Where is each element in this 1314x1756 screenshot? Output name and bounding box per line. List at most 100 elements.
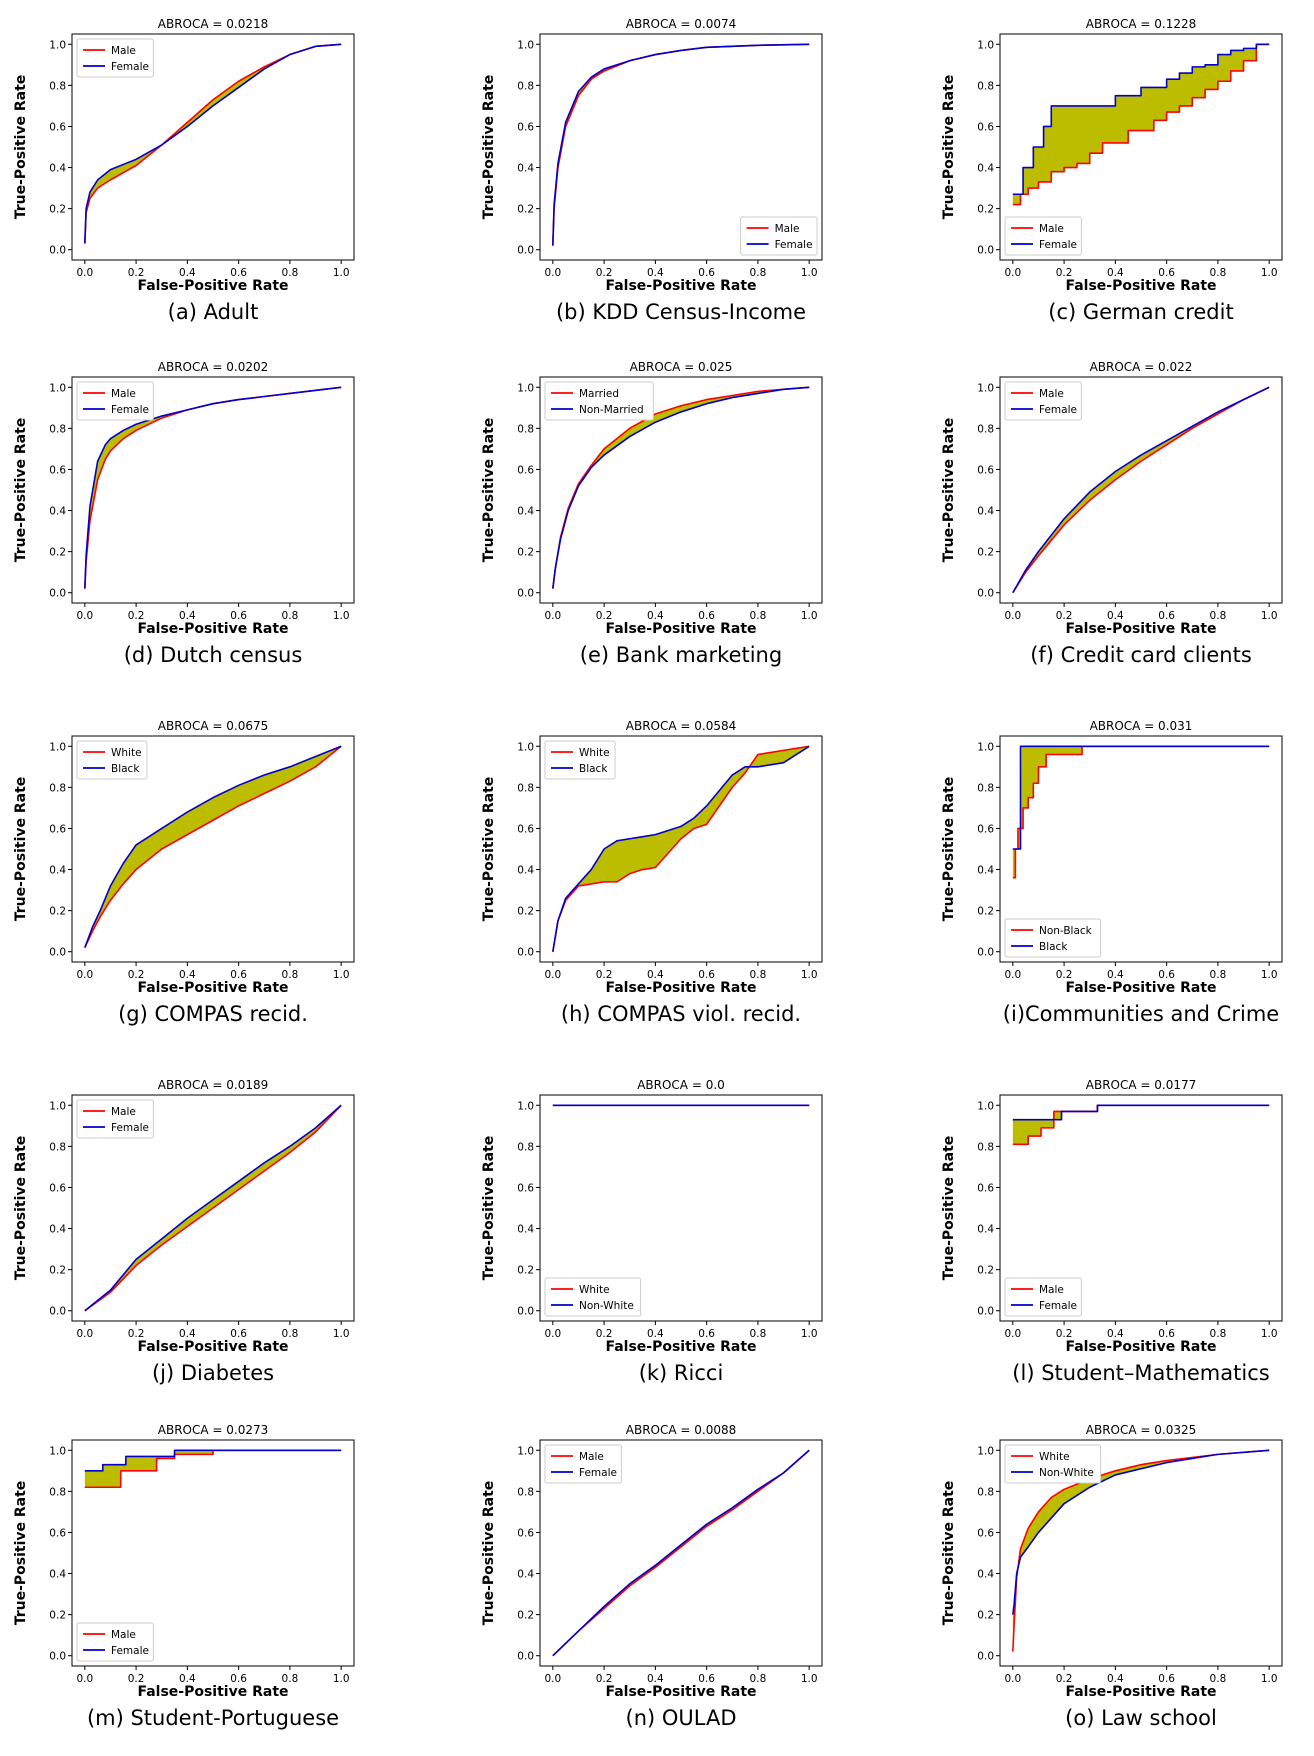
legend-box xyxy=(1004,1444,1102,1484)
x-tick-label: 0.2 xyxy=(1056,1673,1073,1685)
y-tick-label: 1.0 xyxy=(977,741,994,753)
x-tick-label: 1.0 xyxy=(1261,1673,1278,1685)
panel-title: ABROCA = 0.022 xyxy=(1090,360,1193,374)
panel-c: ABROCA = 0.1228 0.0 0.2 0.4 0.6 0.8 1.0 0.0 0.2 0… xyxy=(941,17,1283,324)
x-tick-label: 0.6 xyxy=(698,610,715,622)
y-tick-label: 0.8 xyxy=(49,782,66,794)
x-tick-label: 0.0 xyxy=(76,1328,93,1340)
panel-k: ABROCA = 0.0 0.0 0.2 0.4 0.6 0.8 1.0 0.0 0.2 0.4 0… xyxy=(481,1078,823,1385)
legend: Male Female xyxy=(1004,216,1082,256)
panel-caption: (o) Law school xyxy=(1065,1706,1217,1730)
axes-frame xyxy=(71,1094,355,1322)
legend-entry: Non-White xyxy=(579,1300,634,1312)
panel-title: ABROCA = 0.025 xyxy=(630,360,733,374)
series-line-group-a xyxy=(1012,745,1270,879)
x-tick-label: 0.0 xyxy=(76,969,93,981)
x-tick-label: 0.0 xyxy=(544,1328,561,1340)
legend-box xyxy=(740,216,818,256)
series-line-group-b xyxy=(84,43,342,244)
y-tick-label: 0.4 xyxy=(977,1569,994,1581)
series-line-group-b xyxy=(552,386,810,589)
y-tick-label: 0.0 xyxy=(977,1651,994,1663)
x-axis-label: False-Positive Rate xyxy=(605,621,756,637)
x-tick-label: 0.2 xyxy=(128,610,145,622)
panel-caption: (g) COMPAS recid. xyxy=(118,1002,308,1026)
legend-entry: Female xyxy=(1039,404,1077,416)
panel-b: ABROCA = 0.0074 0.0 0.2 0.4 0.6 0.8 1.0 0.0 0.2 0… xyxy=(481,17,823,324)
x-tick-label: 0.2 xyxy=(1056,610,1073,622)
x-tick-label: 1.0 xyxy=(333,267,350,279)
x-axis-label: False-Positive Rate xyxy=(137,278,288,294)
panel-title: ABROCA = 0.0 xyxy=(637,1078,725,1092)
x-tick-label: 0.2 xyxy=(596,1673,613,1685)
series-line-group-b xyxy=(1012,1104,1270,1121)
legend: White Black xyxy=(544,740,616,780)
x-tick-label: 0.2 xyxy=(1056,267,1073,279)
legend-entry: Male xyxy=(1039,1284,1064,1296)
y-tick-label: 0.8 xyxy=(977,80,994,92)
y-tick-label: 0.6 xyxy=(977,464,994,476)
series-line-group-a xyxy=(552,1449,810,1657)
y-axis-label: True-Positive Rate xyxy=(13,418,29,563)
x-tick-label: 0.8 xyxy=(1210,969,1227,981)
y-axis-label: True-Positive Rate xyxy=(481,1481,497,1626)
y-tick-label: 0.8 xyxy=(49,1141,66,1153)
legend-box xyxy=(76,740,148,780)
y-tick-label: 0.0 xyxy=(49,947,66,959)
x-axis-label: False-Positive Rate xyxy=(1065,1684,1216,1700)
x-tick-label: 0.4 xyxy=(1107,969,1124,981)
x-axis-label: False-Positive Rate xyxy=(605,1339,756,1355)
axes-frame xyxy=(539,33,823,261)
y-tick-label: 0.4 xyxy=(977,163,994,175)
y-tick-label: 0.8 xyxy=(517,1141,534,1153)
panel-caption: (c) German credit xyxy=(1048,300,1233,324)
y-tick-label: 0.2 xyxy=(517,547,534,559)
series-line-group-a xyxy=(84,1104,342,1312)
legend-box xyxy=(76,38,154,78)
y-tick-label: 0.4 xyxy=(517,506,534,518)
panel-caption: (k) Ricci xyxy=(639,1361,724,1385)
x-tick-label: 0.4 xyxy=(1107,610,1124,622)
y-tick-label: 1.0 xyxy=(977,1100,994,1112)
x-tick-label: 0.8 xyxy=(282,1673,299,1685)
y-tick-label: 1.0 xyxy=(517,382,534,394)
panel-title: ABROCA = 0.0218 xyxy=(158,17,268,31)
panel-l: ABROCA = 0.0177 0.0 0.2 0.4 0.6 0.8 1.0 0.0 0.2 0… xyxy=(941,1078,1283,1385)
x-axis-label: False-Positive Rate xyxy=(1065,1339,1216,1355)
abroca-fill-region xyxy=(1012,746,1270,878)
y-tick-label: 0.0 xyxy=(977,588,994,600)
axes-frame xyxy=(71,735,355,963)
y-tick-label: 1.0 xyxy=(517,741,534,753)
legend-entry: White xyxy=(579,1284,610,1296)
y-axis-label: True-Positive Rate xyxy=(481,75,497,220)
y-tick-label: 0.0 xyxy=(977,245,994,257)
panel-j: ABROCA = 0.0189 0.0 0.2 0.4 0.6 0.8 1.0 0.0 0.2 0… xyxy=(13,1078,355,1385)
y-tick-label: 0.2 xyxy=(977,1265,994,1277)
legend-entry: Non-Married xyxy=(579,404,644,416)
series-line-group-b xyxy=(1012,745,1270,850)
y-tick-label: 0.8 xyxy=(517,80,534,92)
legend-entry: Male xyxy=(1039,223,1064,235)
y-tick-label: 0.0 xyxy=(517,245,534,257)
y-tick-label: 0.4 xyxy=(977,865,994,877)
y-tick-label: 0.4 xyxy=(49,1569,66,1581)
panel-n: ABROCA = 0.0088 0.0 0.2 0.4 0.6 0.8 1.0 0.0 0.2 0… xyxy=(481,1423,823,1730)
series-line-group-b xyxy=(1012,386,1270,594)
y-tick-label: 0.2 xyxy=(977,906,994,918)
legend-entry: Male xyxy=(111,1629,136,1641)
panel-title: ABROCA = 0.0074 xyxy=(626,17,736,31)
x-tick-label: 0.4 xyxy=(647,610,664,622)
series-line-group-b xyxy=(84,386,342,589)
y-tick-label: 0.6 xyxy=(49,1527,66,1539)
axes-frame xyxy=(999,376,1283,604)
series-line-group-a xyxy=(1012,43,1270,206)
x-tick-label: 0.6 xyxy=(230,969,247,981)
panel-f: ABROCA = 0.022 0.0 0.2 0.4 0.6 0.8 1.0 0.0 0.2 0.… xyxy=(941,360,1283,667)
y-tick-label: 0.0 xyxy=(49,245,66,257)
x-tick-label: 0.8 xyxy=(750,610,767,622)
legend: Male Female xyxy=(76,381,154,421)
legend-entry: Non-White xyxy=(1039,1467,1094,1479)
y-tick-label: 0.4 xyxy=(517,865,534,877)
x-tick-label: 0.4 xyxy=(179,610,196,622)
y-tick-label: 0.0 xyxy=(49,588,66,600)
